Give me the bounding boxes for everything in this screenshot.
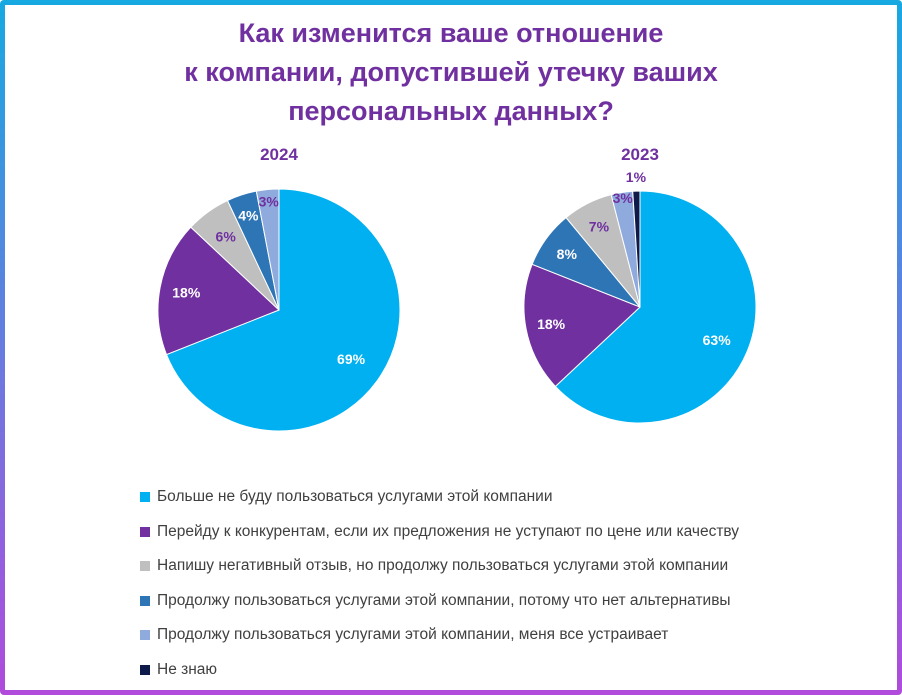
legend-item: Перейду к конкурентам, если их предложен…	[140, 515, 739, 550]
legend-label: Продолжу пользоваться услугами этой комп…	[157, 626, 669, 644]
legend-swatch	[140, 526, 150, 537]
data-label: 8%	[557, 246, 578, 262]
legend-label: Перейду к конкурентам, если их предложен…	[157, 522, 740, 540]
legend: Больше не буду пользоваться услугами это…	[140, 480, 739, 687]
legend-label: Напишу негативный отзыв, но продолжу пол…	[157, 557, 729, 575]
data-label: 1%	[626, 169, 647, 185]
legend-label: Не знаю	[157, 660, 218, 678]
title-line: персональных данных?	[288, 96, 614, 126]
legend-swatch	[140, 630, 150, 641]
legend-item: Больше не буду пользоваться услугами это…	[140, 480, 739, 515]
legend-label: Продолжу пользоваться услугами этой комп…	[157, 591, 731, 609]
legend-swatch	[140, 664, 150, 675]
data-label: 4%	[238, 208, 259, 224]
pie-slice	[523, 263, 641, 388]
data-label: 7%	[589, 218, 610, 234]
data-label: 3%	[259, 194, 280, 210]
data-label: 18%	[537, 316, 566, 332]
data-label: 63%	[703, 332, 732, 348]
legend-swatch	[140, 492, 150, 503]
pie-slice	[165, 188, 401, 432]
legend-swatch	[140, 561, 150, 572]
legend-label: Больше не буду пользоваться услугами это…	[157, 488, 553, 506]
legend-item: Продолжу пользоваться услугами этой комп…	[140, 584, 739, 619]
pie-slice	[554, 190, 757, 424]
pie-title: 2023	[621, 145, 659, 164]
legend-item: Продолжу пользоваться услугами этой комп…	[140, 618, 739, 653]
pie-2024: 2024 69% 18% 6%4%3%	[157, 145, 401, 432]
pie-2023: 2023 63% 18% 8% 7%3% 1%	[523, 145, 757, 424]
title-line: к компании, допустившей утечку ваших	[184, 57, 718, 87]
pie-slice	[255, 188, 280, 311]
pie-slice	[157, 226, 280, 356]
pie-slice	[632, 190, 641, 308]
data-label: 18%	[172, 284, 201, 300]
legend-item: Не знаю	[140, 653, 739, 688]
chart-title: Как изменится ваше отношение к компании,…	[0, 14, 902, 131]
data-label: 6%	[216, 229, 237, 245]
legend-item: Напишу негативный отзыв, но продолжу пол…	[140, 549, 739, 584]
legend-swatch	[140, 595, 150, 606]
title-line: Как изменится ваше отношение	[238, 18, 664, 48]
data-label: 3%	[613, 190, 634, 206]
pie-title: 2024	[260, 145, 298, 164]
data-label: 69%	[337, 351, 366, 367]
